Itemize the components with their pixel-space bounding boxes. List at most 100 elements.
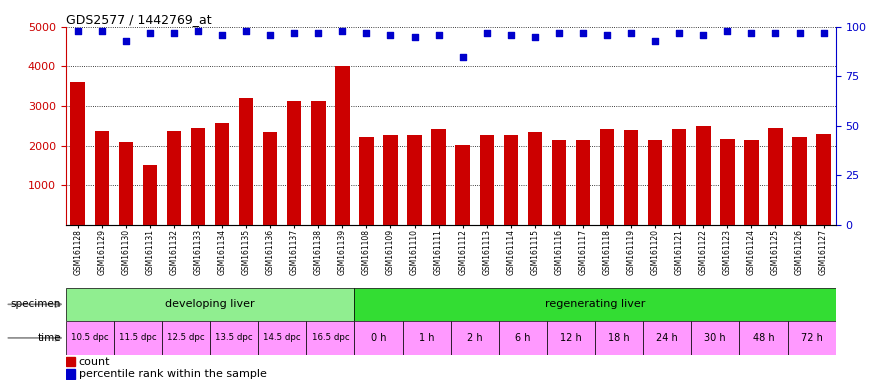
Bar bbox=[263, 132, 277, 225]
Point bbox=[504, 32, 518, 38]
Point bbox=[408, 34, 422, 40]
Bar bbox=[312, 101, 326, 225]
Point bbox=[768, 30, 782, 36]
Bar bbox=[306, 321, 354, 355]
Text: count: count bbox=[79, 357, 110, 367]
Bar bbox=[383, 135, 397, 225]
Bar bbox=[66, 321, 114, 355]
Bar bbox=[66, 288, 354, 321]
Point bbox=[793, 30, 807, 36]
Bar bbox=[215, 123, 229, 225]
Bar bbox=[696, 126, 710, 225]
Point bbox=[431, 32, 445, 38]
Bar bbox=[408, 135, 422, 225]
Bar bbox=[504, 135, 518, 225]
Bar bbox=[552, 140, 566, 225]
Bar bbox=[431, 129, 446, 225]
Point bbox=[528, 34, 542, 40]
Point bbox=[576, 30, 590, 36]
Point bbox=[94, 28, 108, 34]
Point bbox=[167, 30, 181, 36]
Text: 48 h: 48 h bbox=[752, 333, 774, 343]
Bar bbox=[402, 321, 451, 355]
Bar bbox=[162, 321, 210, 355]
Text: time: time bbox=[38, 333, 61, 343]
Bar bbox=[600, 129, 614, 225]
Bar bbox=[167, 131, 181, 225]
Bar bbox=[648, 140, 662, 225]
Text: 2 h: 2 h bbox=[467, 333, 482, 343]
Text: 6 h: 6 h bbox=[515, 333, 530, 343]
Bar bbox=[143, 164, 158, 225]
Bar bbox=[354, 321, 402, 355]
Bar bbox=[119, 142, 133, 225]
Bar bbox=[451, 321, 499, 355]
Bar bbox=[793, 137, 807, 225]
Point bbox=[263, 32, 277, 38]
Text: 30 h: 30 h bbox=[704, 333, 726, 343]
Point bbox=[119, 38, 133, 44]
Text: 0 h: 0 h bbox=[371, 333, 386, 343]
Text: 14.5 dpc: 14.5 dpc bbox=[263, 333, 301, 343]
Bar bbox=[745, 140, 759, 225]
Bar bbox=[66, 357, 75, 366]
Point bbox=[552, 30, 566, 36]
Bar bbox=[643, 321, 691, 355]
Point bbox=[383, 32, 397, 38]
Bar bbox=[720, 139, 735, 225]
Text: 18 h: 18 h bbox=[608, 333, 630, 343]
Text: 11.5 dpc: 11.5 dpc bbox=[119, 333, 157, 343]
Bar bbox=[576, 140, 591, 225]
Point bbox=[600, 32, 614, 38]
Point bbox=[456, 53, 470, 60]
Text: regenerating liver: regenerating liver bbox=[545, 299, 645, 310]
Point bbox=[143, 30, 157, 36]
Bar bbox=[71, 82, 85, 225]
Bar bbox=[595, 321, 643, 355]
Point bbox=[71, 28, 85, 34]
Point bbox=[191, 28, 205, 34]
Point bbox=[720, 28, 734, 34]
Text: percentile rank within the sample: percentile rank within the sample bbox=[79, 369, 267, 379]
Point bbox=[624, 30, 638, 36]
Bar bbox=[672, 129, 687, 225]
Text: 72 h: 72 h bbox=[801, 333, 822, 343]
Bar bbox=[94, 131, 109, 225]
Point bbox=[648, 38, 662, 44]
Bar bbox=[691, 321, 739, 355]
Bar bbox=[547, 321, 595, 355]
Point bbox=[480, 30, 494, 36]
Bar bbox=[191, 128, 206, 225]
Bar bbox=[528, 132, 542, 225]
Bar bbox=[258, 321, 306, 355]
Point bbox=[287, 30, 301, 36]
Text: 12 h: 12 h bbox=[560, 333, 582, 343]
Text: 13.5 dpc: 13.5 dpc bbox=[215, 333, 253, 343]
Point bbox=[215, 32, 229, 38]
Point bbox=[816, 30, 830, 36]
Bar bbox=[480, 135, 494, 225]
Bar bbox=[456, 145, 470, 225]
Point bbox=[360, 30, 374, 36]
Bar bbox=[287, 101, 301, 225]
Text: 10.5 dpc: 10.5 dpc bbox=[71, 333, 108, 343]
Text: 16.5 dpc: 16.5 dpc bbox=[312, 333, 349, 343]
Text: 12.5 dpc: 12.5 dpc bbox=[167, 333, 205, 343]
Text: developing liver: developing liver bbox=[165, 299, 255, 310]
Bar bbox=[788, 321, 836, 355]
Text: 24 h: 24 h bbox=[656, 333, 678, 343]
Point bbox=[696, 32, 710, 38]
Point bbox=[239, 28, 253, 34]
Bar bbox=[816, 134, 831, 225]
Bar bbox=[739, 321, 788, 355]
Bar bbox=[768, 128, 783, 225]
Point bbox=[335, 28, 349, 34]
Bar bbox=[624, 130, 639, 225]
Bar bbox=[360, 137, 374, 225]
Text: specimen: specimen bbox=[10, 299, 61, 310]
Point bbox=[312, 30, 326, 36]
Bar bbox=[239, 98, 254, 225]
Bar bbox=[335, 66, 350, 225]
Point bbox=[745, 30, 759, 36]
Bar bbox=[210, 321, 258, 355]
